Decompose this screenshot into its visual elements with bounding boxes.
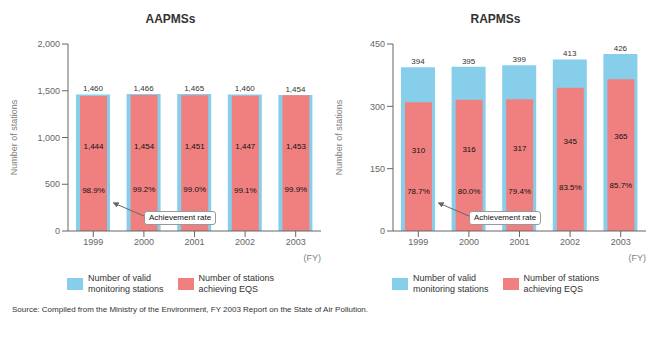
svg-text:1,465: 1,465 [184,84,205,93]
svg-text:1,454: 1,454 [134,142,155,151]
svg-text:2000: 2000 [134,237,154,247]
svg-text:2000: 2000 [459,237,479,247]
svg-text:1,453: 1,453 [286,142,307,151]
svg-text:0: 0 [380,226,385,236]
svg-text:Number of stations: Number of stations [9,99,19,175]
svg-text:500: 500 [45,179,60,189]
svg-text:399: 399 [513,55,527,64]
svg-text:79.4%: 79.4% [508,187,531,196]
svg-text:310: 310 [412,146,426,155]
svg-text:99.1%: 99.1% [234,186,257,195]
html-text:RAPMSs: RAPMSs [470,12,521,26]
svg-text:98.9%: 98.9% [82,186,105,195]
svg-text:78.7%: 78.7% [407,187,430,196]
svg-text:2001: 2001 [509,237,529,247]
svg-text:413: 413 [563,49,577,58]
svg-text:1,460: 1,460 [83,84,104,93]
svg-text:99.2%: 99.2% [133,185,156,194]
html-text:achieving EQS: achieving EQS [523,284,583,294]
html-text:AAPMSs: AAPMSs [145,12,196,26]
svg-text:2001: 2001 [184,237,204,247]
svg-text:150: 150 [370,164,385,174]
svg-text:2002: 2002 [235,237,255,247]
svg-text:395: 395 [462,57,476,66]
html-text:Number of valid: Number of valid [88,273,151,283]
svg-text:1,500: 1,500 [37,86,60,96]
html-text:Achievement rate: Achievement rate [473,213,537,222]
svg-text:1999: 1999 [83,237,103,247]
svg-text:2003: 2003 [286,237,306,247]
svg-text:2003: 2003 [611,237,631,247]
html-text:Number of valid: Number of valid [413,273,476,283]
svg-text:1,447: 1,447 [235,142,256,151]
html-text:monitoring stations: monitoring stations [88,284,164,294]
svg-text:83.5%: 83.5% [559,183,582,192]
svg-text:316: 316 [462,145,476,154]
svg-text:365: 365 [614,132,628,141]
svg-text:2002: 2002 [560,237,580,247]
svg-text:345: 345 [564,137,578,146]
svg-text:426: 426 [614,44,628,53]
html-text:monitoring stations: monitoring stations [413,284,489,294]
svg-text:1,454: 1,454 [285,85,306,94]
svg-text:80.0%: 80.0% [458,187,481,196]
svg-text:Number of stations: Number of stations [334,99,344,175]
svg-text:99.9%: 99.9% [285,185,308,194]
svg-text:300: 300 [370,102,385,112]
html-text:Achievement rate: Achievement rate [148,213,212,222]
svg-text:(FY): (FY) [304,253,322,263]
svg-text:2,000: 2,000 [37,39,60,49]
svg-text:0: 0 [55,226,60,236]
svg-text:(FY): (FY) [629,253,647,263]
svg-text:1,444: 1,444 [83,142,104,151]
svg-text:1999: 1999 [408,237,428,247]
svg-text:317: 317 [513,144,527,153]
svg-text:1,000: 1,000 [37,133,60,143]
svg-text:450: 450 [370,39,385,49]
svg-text:85.7%: 85.7% [610,181,633,190]
svg-text:1,466: 1,466 [134,84,155,93]
html-text:achieving EQS: achieving EQS [198,284,258,294]
svg-text:99.0%: 99.0% [183,185,206,194]
svg-text:1,460: 1,460 [235,84,256,93]
html-text:Number of stations: Number of stations [198,273,274,283]
html-text:Source: Compiled from the Mini: Source: Compiled from the Ministry of th… [12,305,368,314]
svg-text:1,451: 1,451 [185,142,206,151]
html-text:Number of stations: Number of stations [523,273,599,283]
svg-text:394: 394 [411,57,425,66]
